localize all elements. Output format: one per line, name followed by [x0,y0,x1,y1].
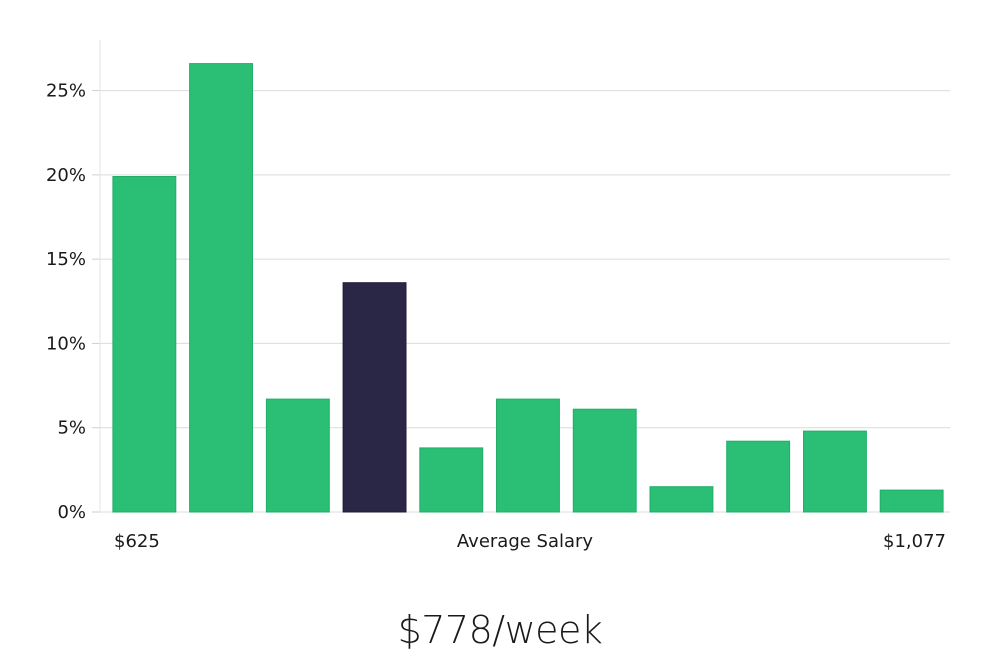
bars [112,63,944,513]
x-max-label: $1,077 [883,531,946,552]
y-tick-label: 10% [46,333,86,354]
y-tick-label: 20% [46,165,86,186]
bar [265,398,330,513]
bar-highlighted [342,282,407,513]
salary-histogram: 0% 5% 10% 15% 20% 25% $625 Average Salary $1,… [46,40,950,552]
weekly-salary-headline: $778/week [397,608,603,652]
bar [189,63,254,513]
y-tick-label: 5% [57,418,86,439]
bar [649,486,714,513]
y-tick-label: 0% [57,502,86,523]
y-tick-label: 15% [46,249,86,270]
bar [572,408,637,513]
bar [419,447,484,513]
y-tick-label: 25% [46,81,86,102]
bar [496,398,560,513]
y-tick-labels: 0% 5% 10% 15% 20% 25% [46,81,86,523]
x-min-label: $625 [114,531,160,552]
x-axis-title: Average Salary [457,531,594,552]
bar [726,440,791,513]
bar [803,430,867,513]
bar [112,176,177,513]
bar [879,489,944,513]
